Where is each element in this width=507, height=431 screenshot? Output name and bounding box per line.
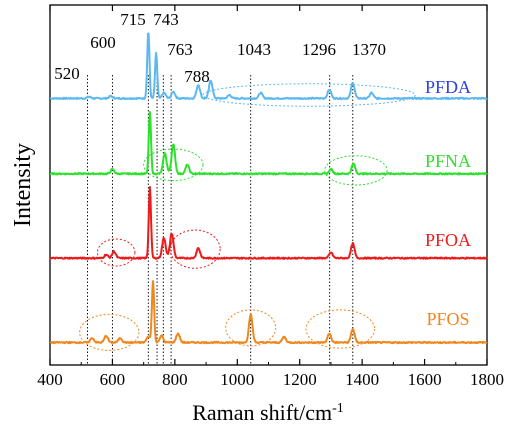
annotation-ellipse [202, 83, 416, 107]
annotation-ellipse [169, 229, 221, 269]
peak-label-715: 715 [120, 10, 146, 29]
x-tick-label: 1200 [283, 370, 317, 389]
x-axis-ticks: 400 600 800 1000 1200 1400 1600 1800 [37, 5, 504, 389]
annotation-ellipse [96, 238, 136, 267]
series-label-pfoa: PFOA [425, 230, 471, 250]
peak-label-1043: 1043 [237, 40, 271, 59]
annotation-ellipse [305, 309, 376, 349]
series-labels: PFDA PFNA PFOA PFOS [425, 77, 471, 329]
peak-label-600: 600 [90, 33, 116, 52]
peak-label-763: 763 [167, 40, 193, 59]
peak-label-1296: 1296 [302, 40, 336, 59]
series-line-pfna [49, 111, 488, 176]
series-line-pfos [49, 280, 488, 345]
peak-label-1370: 1370 [352, 40, 386, 59]
series-line-pfda [49, 32, 488, 100]
x-tick-label: 1000 [220, 370, 254, 389]
series-label-pfda: PFDA [425, 77, 471, 97]
x-tick-label: 1400 [345, 370, 379, 389]
x-axis-title-superscript: -1 [332, 401, 344, 416]
x-tick-label: 1600 [408, 370, 442, 389]
x-tick-label: 400 [37, 370, 63, 389]
peak-marker-lines [87, 75, 354, 365]
y-axis-title: Intensity [10, 143, 36, 227]
x-axis-title-text: Raman shift/cm [192, 400, 332, 425]
annotation-ellipses [79, 83, 416, 351]
plot-frame [49, 4, 488, 366]
x-axis-title: Raman shift/cm-1 [192, 400, 344, 425]
series-line-pfoa [49, 186, 488, 260]
x-tick-label: 600 [100, 370, 126, 389]
peak-label-520: 520 [54, 64, 80, 83]
series-label-pfna: PFNA [425, 151, 471, 171]
annotation-ellipse [324, 155, 388, 186]
annotation-ellipse [79, 313, 140, 351]
x-tick-label: 1800 [470, 370, 504, 389]
peak-label-743: 743 [153, 10, 179, 29]
annotation-ellipse [225, 309, 277, 347]
spectra-series [49, 32, 488, 345]
peak-label-788: 788 [184, 67, 210, 86]
series-label-pfos: PFOS [426, 309, 469, 329]
x-tick-label: 800 [162, 370, 188, 389]
